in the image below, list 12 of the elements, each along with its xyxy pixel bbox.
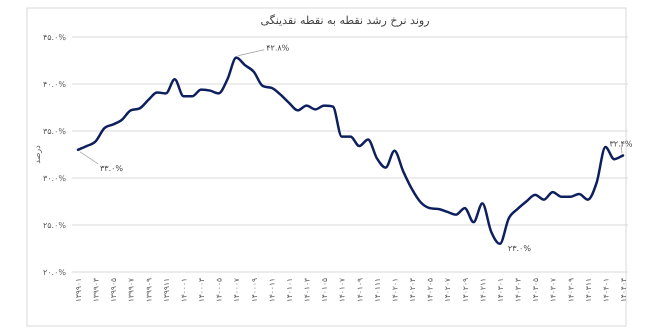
y-tick-label: ۳۰.۰%: [42, 174, 66, 183]
annotation: ۳۳.۰%: [100, 164, 124, 173]
chart-title: روند نرخ رشد نقطه به نقطه نقدینگی: [260, 14, 430, 27]
y-tick-label: ۴۵.۰%: [42, 33, 66, 42]
annotation: ۴۲.۸%: [266, 44, 290, 53]
y-axis-title: درصد: [33, 144, 42, 164]
annotation: ۳۲.۴%: [609, 139, 633, 148]
y-tick-label: ۲۰.۰%: [42, 268, 66, 277]
annotation: ۲۳.۰%: [508, 244, 532, 253]
y-tick-label: ۳۵.۰%: [42, 127, 66, 136]
y-tick-label: ۴۰.۰%: [42, 80, 66, 89]
y-tick-label: ۲۵.۰%: [42, 221, 66, 230]
